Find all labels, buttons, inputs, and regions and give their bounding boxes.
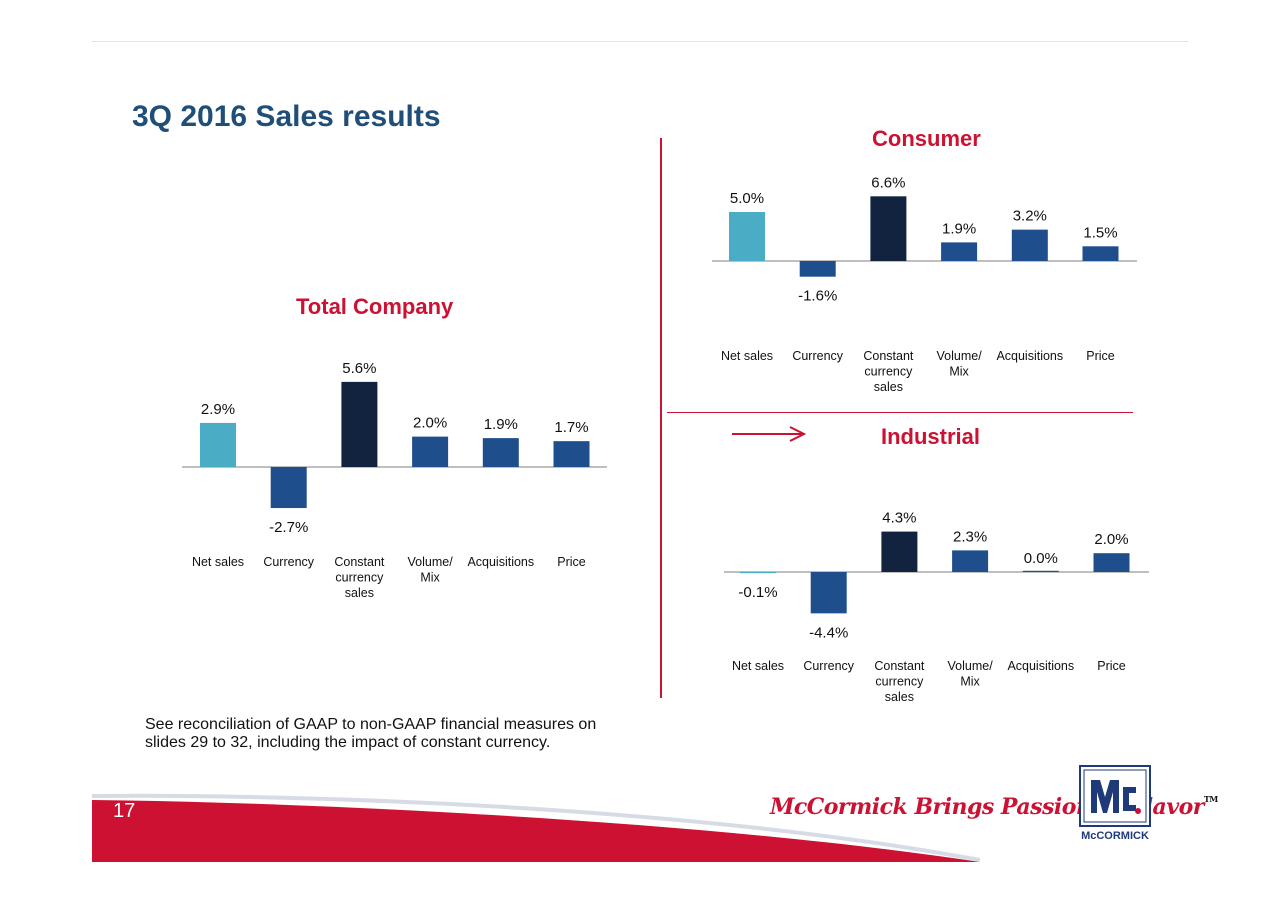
consumer-bar-5 xyxy=(1011,229,1048,261)
page-number: 17 xyxy=(113,800,136,822)
industrial-category-label-4: Volume/Mix xyxy=(948,659,994,689)
horizontal-divider xyxy=(667,412,1133,413)
total-bar-2 xyxy=(270,467,307,509)
consumer-category-label-3: Constant currency sales xyxy=(863,349,914,394)
consumer-value-label-6: 1.5% xyxy=(1083,224,1117,241)
footnote-line-1: See reconciliation of GAAP to non-GAAP f… xyxy=(145,716,597,733)
industrial-value-label-5: 0.0% xyxy=(1024,550,1058,567)
total-bar-1 xyxy=(200,422,236,467)
consumer-bar-4 xyxy=(941,242,978,261)
industrial-bar-6 xyxy=(1093,553,1130,572)
industrial-value-label-1: -0.1% xyxy=(738,584,777,601)
total-bar-3 xyxy=(341,381,378,467)
mccormick-logo: McCORMICK xyxy=(1079,765,1151,842)
logo-wordmark: McCORMICK xyxy=(1081,830,1149,842)
total-value-label-6: 1.7% xyxy=(554,419,588,436)
industrial-value-label-3: 4.3% xyxy=(882,510,916,527)
total-company-chart: 2.9% Net sales -2.7% Currency 5.6% Constant cu… xyxy=(182,360,607,600)
consumer-bar-1 xyxy=(729,212,765,261)
arrow-right-icon xyxy=(732,426,807,442)
consumer-chart: 5.0% Net sales -1.6% Currency 6.6% Constant cu… xyxy=(712,174,1137,394)
total-category-label-3: Constant currency sales xyxy=(334,555,385,600)
industrial-category-label-3: Constant currency sales xyxy=(874,659,925,704)
top-rule xyxy=(92,41,1188,42)
industrial-category-label-6: Price xyxy=(1097,659,1126,673)
total-company-title: Total Company xyxy=(296,294,454,319)
industrial-bar-4 xyxy=(952,550,989,572)
total-bar-4 xyxy=(412,436,449,467)
industrial-category-label-1: Net sales xyxy=(732,659,784,673)
footer-swoosh xyxy=(91,793,981,862)
total-category-label-2: Currency xyxy=(263,555,314,569)
consumer-category-label-1: Net sales xyxy=(721,349,773,363)
industrial-chart: -0.1% Net sales -4.4% Currency 4.3% Constant c… xyxy=(724,510,1149,704)
total-category-label-5: Acquisitions xyxy=(467,555,534,569)
consumer-category-label-4: Volume/Mix xyxy=(937,349,983,379)
consumer-value-label-3: 6.6% xyxy=(871,174,905,191)
total-value-label-4: 2.0% xyxy=(413,415,447,432)
footnote: See reconciliation of GAAP to non-GAAP f… xyxy=(145,716,625,752)
slide-title: 3Q 2016 Sales results xyxy=(132,100,441,133)
consumer-bar-6 xyxy=(1082,246,1119,261)
total-value-label-5: 1.9% xyxy=(484,416,518,433)
tagline-trademark: TM xyxy=(1203,794,1218,804)
total-value-label-2: -2.7% xyxy=(269,519,308,536)
total-category-label-1: Net sales xyxy=(192,555,244,569)
total-value-label-1: 2.9% xyxy=(201,401,235,418)
industrial-bar-5 xyxy=(1022,570,1059,572)
total-category-label-4: Volume/Mix xyxy=(408,555,454,585)
total-value-label-3: 5.6% xyxy=(342,360,376,377)
consumer-bar-3 xyxy=(870,196,907,261)
consumer-value-label-1: 5.0% xyxy=(730,190,764,207)
industrial-title: Industrial xyxy=(881,424,981,449)
consumer-category-label-5: Acquisitions xyxy=(996,349,1063,363)
vertical-divider xyxy=(660,138,662,698)
industrial-value-label-6: 2.0% xyxy=(1094,531,1128,548)
total-bar-5 xyxy=(482,438,519,467)
consumer-bar-2 xyxy=(799,261,836,277)
industrial-bar-2 xyxy=(810,572,847,614)
consumer-value-label-2: -1.6% xyxy=(798,288,837,305)
industrial-value-label-2: -4.4% xyxy=(809,624,848,641)
total-bar-6 xyxy=(553,441,590,467)
industrial-category-label-5: Acquisitions xyxy=(1007,659,1074,673)
industrial-category-label-2: Currency xyxy=(803,659,854,673)
consumer-value-label-5: 3.2% xyxy=(1013,208,1047,225)
footnote-line-2: slides 29 to 32, including the impact of… xyxy=(145,734,551,751)
consumer-category-label-2: Currency xyxy=(792,349,843,363)
industrial-bar-1 xyxy=(740,572,776,574)
consumer-category-label-6: Price xyxy=(1086,349,1115,363)
total-category-label-6: Price xyxy=(557,555,586,569)
industrial-bar-3 xyxy=(881,531,918,572)
industrial-value-label-4: 2.3% xyxy=(953,528,987,545)
consumer-title: Consumer xyxy=(872,126,981,151)
consumer-value-label-4: 1.9% xyxy=(942,220,976,237)
